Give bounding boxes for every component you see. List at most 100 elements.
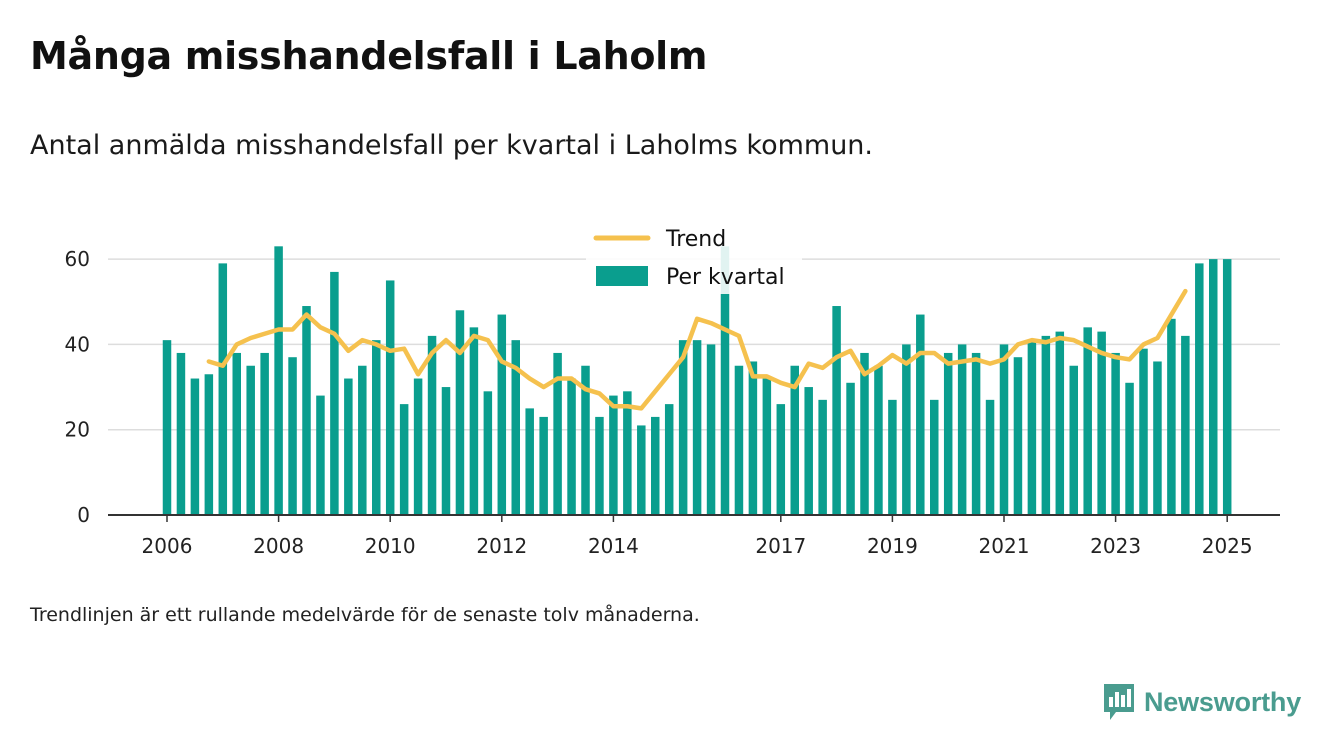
bar bbox=[232, 352, 241, 515]
bar bbox=[1125, 382, 1134, 515]
bar bbox=[790, 365, 799, 515]
bar bbox=[344, 378, 353, 515]
bar bbox=[1139, 348, 1148, 515]
bar bbox=[413, 378, 423, 515]
bar bbox=[218, 263, 228, 515]
x-tick-label: 2010 bbox=[365, 534, 416, 558]
bar bbox=[330, 271, 339, 515]
x-tick-label: 2014 bbox=[588, 534, 639, 558]
x-tick-label: 2017 bbox=[755, 534, 806, 558]
bar bbox=[1167, 318, 1176, 515]
bar bbox=[804, 387, 813, 515]
bar bbox=[399, 404, 409, 515]
newsworthy-logo: Newsworthy bbox=[1102, 682, 1301, 722]
bar bbox=[581, 365, 590, 515]
bar bbox=[818, 399, 827, 515]
footnote: Trendlinjen är ett rullande medelvärde f… bbox=[30, 604, 700, 626]
bar bbox=[1069, 365, 1078, 515]
bar bbox=[720, 246, 730, 515]
bar bbox=[274, 246, 283, 515]
bar bbox=[539, 416, 548, 515]
bar-series bbox=[162, 246, 1232, 515]
legend-bar-swatch bbox=[596, 266, 648, 286]
bar bbox=[358, 365, 367, 515]
bar bbox=[553, 352, 562, 515]
bar bbox=[176, 352, 186, 515]
bar bbox=[916, 314, 925, 515]
axes: 0 20 40 60 2006 2008 2010 2012 2014 2017 2019 2021 2… bbox=[65, 247, 1280, 558]
bar bbox=[985, 399, 995, 515]
bar bbox=[483, 391, 493, 515]
bar bbox=[441, 387, 451, 515]
bar bbox=[1055, 331, 1065, 515]
bar bbox=[1097, 331, 1106, 515]
x-tick-label: 2019 bbox=[867, 534, 918, 558]
x-tick-label: 2008 bbox=[253, 534, 304, 558]
x-tick-label: 2023 bbox=[1090, 534, 1141, 558]
bar bbox=[971, 352, 981, 515]
bar bbox=[748, 361, 758, 515]
bar bbox=[957, 344, 967, 515]
bar bbox=[609, 395, 618, 515]
bar bbox=[1111, 352, 1120, 515]
bar bbox=[651, 416, 660, 515]
bar bbox=[469, 327, 479, 515]
bar bbox=[734, 365, 744, 515]
x-tick-label: 2021 bbox=[979, 534, 1030, 558]
bar bbox=[511, 340, 520, 515]
bar bbox=[162, 340, 172, 515]
chart-subtitle: Antal anmälda misshandelsfall per kvarta… bbox=[30, 130, 873, 161]
bar bbox=[1181, 335, 1190, 515]
legend-bar-label: Per kvartal bbox=[666, 265, 785, 290]
x-tick-label: 2012 bbox=[476, 534, 527, 558]
legend-trend-label: Trend bbox=[665, 227, 726, 252]
bar bbox=[776, 404, 786, 515]
chart-bubble-icon bbox=[1104, 684, 1134, 720]
bar bbox=[1041, 335, 1051, 515]
bar bbox=[623, 391, 632, 515]
bar bbox=[846, 382, 855, 515]
bar bbox=[888, 399, 897, 515]
bar bbox=[902, 344, 911, 515]
bar bbox=[860, 352, 869, 515]
bar bbox=[190, 378, 200, 515]
y-tick-label: 40 bbox=[65, 332, 90, 356]
bar bbox=[706, 344, 716, 515]
bar bbox=[1153, 361, 1162, 515]
bar bbox=[288, 357, 297, 515]
bar bbox=[595, 416, 604, 515]
bar bbox=[372, 340, 381, 515]
bar bbox=[832, 306, 841, 515]
bar bbox=[1083, 327, 1092, 515]
brand-name: Newsworthy bbox=[1144, 686, 1302, 717]
bar bbox=[692, 340, 702, 515]
trend-line bbox=[206, 288, 1188, 411]
bar bbox=[678, 340, 688, 515]
x-tick-label: 2006 bbox=[142, 534, 193, 558]
bar bbox=[497, 314, 507, 515]
bar bbox=[385, 280, 395, 515]
y-tick-label: 20 bbox=[65, 418, 90, 442]
trend-series bbox=[206, 288, 1188, 411]
bar bbox=[246, 365, 255, 515]
bar bbox=[455, 310, 465, 515]
bar bbox=[999, 344, 1009, 515]
bar bbox=[567, 378, 576, 515]
bar bbox=[1222, 259, 1232, 515]
y-tick-label: 60 bbox=[65, 247, 90, 271]
bar bbox=[302, 306, 311, 515]
bar bbox=[664, 404, 674, 515]
bar bbox=[1013, 357, 1023, 515]
y-tick-label: 0 bbox=[77, 503, 90, 527]
legend: Trend Per kvartal bbox=[586, 226, 802, 294]
bar bbox=[427, 335, 437, 515]
bar bbox=[874, 365, 883, 515]
bar bbox=[525, 408, 534, 515]
bar bbox=[260, 352, 269, 515]
bar bbox=[1195, 263, 1204, 515]
bar bbox=[943, 352, 953, 515]
bar bbox=[316, 395, 325, 515]
x-tick-label: 2025 bbox=[1202, 534, 1253, 558]
bar bbox=[1027, 340, 1037, 515]
bar bbox=[204, 374, 214, 515]
